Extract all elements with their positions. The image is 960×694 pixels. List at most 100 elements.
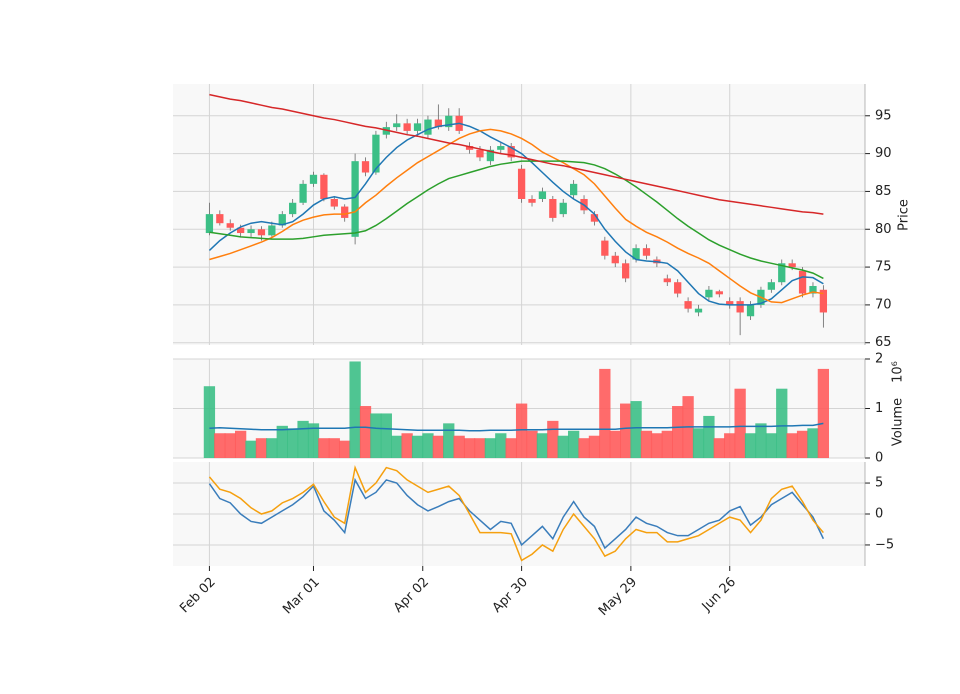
candle-body [538, 191, 547, 199]
candle-body [767, 282, 775, 290]
macd-line [208, 464, 824, 562]
candle-body [705, 289, 713, 298]
candle-body [341, 206, 349, 218]
volume-bar [765, 433, 777, 458]
volume-bar [817, 368, 830, 458]
candle-body [445, 115, 453, 128]
candle-body [819, 289, 828, 313]
volume-bar [234, 430, 247, 458]
volume-bar [588, 435, 601, 458]
volume-bar [453, 435, 465, 458]
y-tick-label: 80 [875, 222, 892, 237]
volume-bar [349, 361, 361, 458]
candle-body [778, 263, 786, 283]
candle-body [424, 119, 432, 135]
y-tick-label: 75 [875, 260, 892, 275]
candle-body [809, 285, 817, 294]
volume-bar [744, 433, 757, 458]
candle-body [216, 214, 224, 224]
volume-bar [359, 406, 372, 458]
volume-bar [203, 386, 216, 458]
candle-body [257, 229, 266, 236]
volume-bar [432, 435, 444, 458]
y-tick-label: 0 [875, 507, 883, 522]
candle-body [694, 308, 703, 313]
volume-bar [547, 420, 559, 458]
y-tick-label: 5 [875, 476, 883, 491]
y-tick-label: 1 [875, 401, 883, 416]
candle-body [642, 248, 651, 256]
volume-bar [609, 430, 621, 458]
candle-body [798, 270, 807, 294]
volume-bar [599, 368, 611, 458]
volume-bar [724, 433, 736, 458]
volume-bar [807, 428, 819, 458]
candle-body [622, 263, 630, 279]
candle-body [289, 202, 297, 215]
y-tick-label: 70 [875, 297, 892, 312]
volume-bar [255, 438, 268, 458]
candle-body [361, 161, 370, 173]
candle-body [569, 183, 578, 196]
volume-bar [370, 413, 382, 458]
candle-body [247, 229, 255, 234]
volume-bar [703, 415, 715, 458]
candle-body [413, 123, 422, 131]
volume-bar [692, 428, 705, 458]
volume-bar [245, 440, 257, 458]
candle-body [507, 146, 515, 158]
candle-body [726, 301, 734, 305]
volume-bar [672, 406, 684, 458]
candle-body [736, 301, 744, 313]
volume-bar [276, 425, 288, 458]
volume-bar [318, 438, 330, 458]
volume-bar [786, 433, 798, 458]
volume-bar [463, 438, 476, 458]
candle-body [590, 214, 599, 222]
volume-bar [536, 433, 549, 458]
x-tick-label: Feb 02 [177, 575, 219, 617]
moving-average [208, 122, 824, 306]
volume-bar [287, 428, 299, 458]
x-tick-label: Jun 26 [699, 575, 739, 615]
candle-body [611, 255, 619, 264]
candle-body [746, 304, 755, 317]
candle-body [517, 168, 526, 199]
volume-bar [515, 403, 528, 458]
y-axis-label: Price [897, 199, 912, 231]
candle-body [465, 146, 474, 150]
volume-bar [661, 430, 673, 458]
candle-body [299, 183, 307, 203]
volume-bar [567, 430, 580, 458]
candle-body [486, 149, 495, 162]
candle-body [351, 161, 359, 237]
candle-body [663, 278, 671, 283]
y-tick-label: 65 [875, 335, 892, 350]
volume-bar [307, 423, 320, 458]
volume-bar [776, 388, 788, 458]
candle-body [715, 291, 723, 295]
volume-bar [796, 430, 809, 458]
volume-bar [411, 435, 424, 458]
candle-body [788, 263, 796, 268]
volume-bar [526, 430, 538, 458]
volume-bar [484, 438, 497, 458]
volume-bar [224, 433, 236, 458]
y-tick-label: 2 [875, 352, 883, 367]
candle-body [528, 198, 536, 203]
volume-bar [557, 435, 569, 458]
volume-average [209, 422, 824, 432]
volume-bar [328, 438, 340, 458]
panel-background [173, 84, 865, 345]
volume-bar [422, 433, 434, 458]
y-tick-label: 0 [875, 451, 883, 466]
candle-body [497, 146, 505, 150]
y-tick-label: 85 [875, 184, 892, 199]
y-tick-label: 90 [875, 146, 892, 161]
volume-bar [578, 438, 590, 458]
candle-body [601, 240, 609, 256]
volume-bar [620, 403, 632, 458]
candle-body [549, 198, 557, 218]
moving-average [209, 93, 824, 215]
